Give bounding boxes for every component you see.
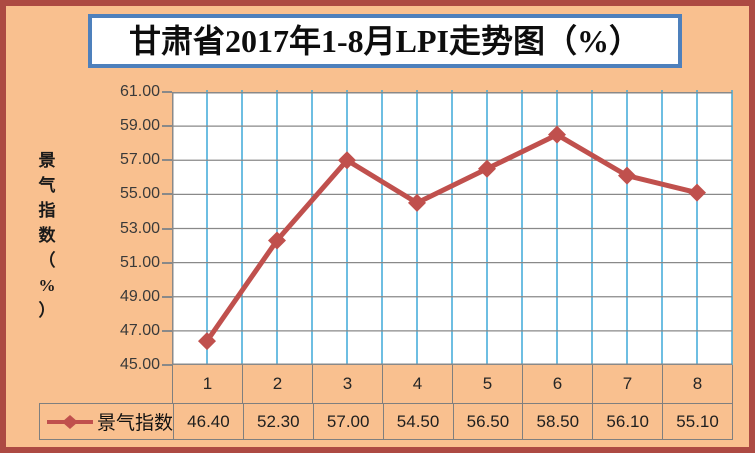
data-point-marker: [198, 332, 216, 351]
y-tick-label: 53.00: [119, 219, 160, 237]
x-category-label: 2: [242, 365, 312, 403]
y-tick-label: 57.00: [119, 151, 160, 169]
series-marker-icon: [47, 414, 93, 429]
series-line: [204, 132, 698, 343]
y-axis-tick-mark: [162, 91, 172, 93]
chart-title: 甘肃省2017年1-8月LPI走势图（%）: [128, 23, 641, 59]
table-value-cell: 46.40: [173, 404, 243, 439]
table-value-cell: 57.00: [312, 404, 383, 439]
y-axis-tick-mark: [162, 125, 172, 128]
y-axis-tick-mark: [162, 193, 172, 196]
line-chart: [172, 90, 733, 365]
data-point-marker: [478, 159, 496, 178]
table-value-cell: 54.50: [382, 404, 453, 439]
y-axis-tick-mark: [162, 364, 172, 366]
data-table-row: 景气指数 46.40 52.30 57.00 54.50 56.50 58.50 56.10…: [39, 403, 733, 440]
y-axis-title-char: 气: [38, 176, 56, 195]
y-axis-title-char: 指: [38, 201, 56, 220]
y-tick-label: 47.00: [119, 321, 160, 339]
chart-title-box: 甘肃省2017年1-8月LPI走势图（%）: [88, 14, 682, 68]
legend: 景气指数: [40, 404, 173, 439]
y-axis-title: 景气指数 （% ）: [30, 148, 64, 323]
y-tick-label: 59.00: [119, 117, 160, 135]
table-value-cell: 56.10: [592, 404, 662, 439]
x-category-label: 3: [312, 365, 382, 403]
table-value-cell: 55.10: [662, 404, 732, 439]
y-axis-tick-mark: [162, 227, 172, 230]
x-category-label: 6: [522, 365, 592, 403]
plot-area: [172, 90, 733, 365]
x-category-label: 7: [592, 365, 662, 403]
y-axis-tick-mark: [162, 329, 172, 332]
x-category-label: 4: [382, 365, 452, 403]
y-axis-title-char: （: [38, 251, 56, 270]
y-tick-label: 61.00: [119, 83, 160, 100]
y-axis-tick-mark: [162, 261, 172, 264]
table-value-cell: 58.50: [522, 404, 592, 439]
y-axis-title-char: 数: [38, 226, 56, 245]
y-tick-label: 49.00: [119, 287, 160, 305]
y-axis-title-char: 景: [38, 151, 56, 170]
y-tick-label: 45.00: [119, 356, 160, 373]
y-axis-tick-mark: [162, 159, 172, 162]
data-point-marker: [548, 125, 566, 144]
table-value-cell: 56.50: [452, 404, 523, 439]
y-axis-title-char: ）: [38, 301, 56, 320]
x-category-label: 5: [452, 365, 522, 403]
table-value-cell: 52.30: [242, 404, 313, 439]
y-axis-tick-mark: [162, 295, 172, 298]
y-tick-label: 51.00: [119, 253, 160, 271]
data-point-marker: [408, 193, 426, 212]
x-category-label: 8: [662, 365, 732, 403]
y-tick-label: 55.00: [119, 185, 160, 203]
y-axis-title-char: %: [38, 276, 56, 295]
legend-label: 景气指数: [96, 413, 173, 434]
data-point-marker: [618, 166, 636, 185]
data-point-marker: [268, 231, 286, 250]
x-category-label: 1: [172, 365, 242, 403]
data-point-marker: [338, 151, 356, 170]
data-point-marker: [688, 183, 706, 202]
